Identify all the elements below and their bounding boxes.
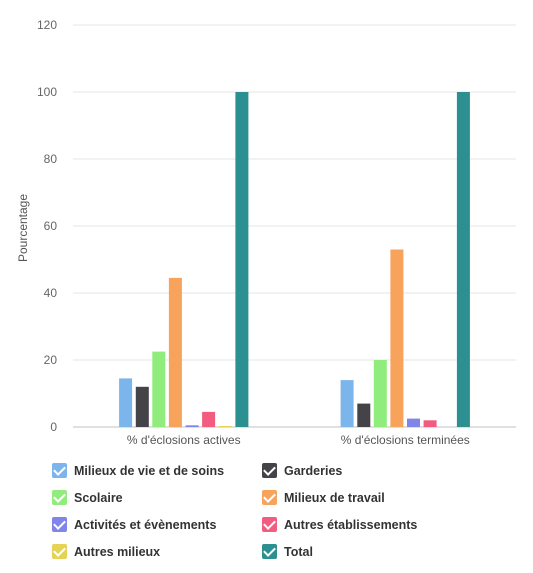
checkmark-icon[interactable] [52,463,67,478]
legend-label: Autres milieux [74,544,161,559]
legend-label: Milieux de travail [284,490,385,505]
y-axis-ticks: 0 20 40 60 80 100 120 [37,18,57,434]
y-axis-title: Pourcentage [16,194,30,262]
bar[interactable] [168,277,182,427]
legend-label: Activités et évènements [74,517,217,532]
bar[interactable] [456,92,470,427]
checkmark-icon[interactable] [262,490,277,505]
y-tick-label: 40 [44,286,58,300]
checkmark-icon[interactable] [52,544,67,559]
legend-item[interactable]: Total [262,543,472,560]
y-tick-label: 120 [37,18,57,32]
legend-item[interactable]: Garderies [262,462,472,479]
bar[interactable] [235,92,249,427]
legend-item[interactable]: Activités et évènements [52,516,262,533]
x-category-label: % d'éclosions actives [127,433,241,447]
y-tick-label: 80 [44,152,58,166]
bar[interactable] [185,425,199,427]
bar[interactable] [152,351,166,427]
y-tick-label: 60 [44,219,58,233]
bar[interactable] [202,411,216,427]
bar[interactable] [407,418,420,427]
legend-label: Garderies [284,463,343,478]
y-tick-label: 0 [50,420,57,434]
bar[interactable] [218,426,232,427]
legend-item[interactable]: Milieux de travail [262,489,472,506]
checkmark-icon[interactable] [52,490,67,505]
bars [119,92,470,427]
legend-label: Scolaire [74,490,123,505]
bar[interactable] [423,420,437,427]
checkmark-icon[interactable] [262,544,277,559]
checkmark-icon[interactable] [52,517,67,532]
legend-label: Total [284,544,313,559]
bar[interactable] [340,380,354,427]
checkmark-icon[interactable] [262,517,277,532]
legend-item[interactable]: Scolaire [52,489,262,506]
legend-label: Milieux de vie et de soins [74,463,225,478]
y-tick-label: 100 [37,85,57,99]
y-tick-label: 20 [44,353,58,367]
legend-item[interactable]: Autres établissements [262,516,472,533]
legend-label: Autres établissements [284,517,418,532]
checkmark-icon[interactable] [262,463,277,478]
bar[interactable] [390,249,404,428]
bar[interactable] [373,360,387,427]
gridlines [73,24,516,428]
x-axis-categories: % d'éclosions actives % d'éclosions termi… [127,433,470,447]
legend: Milieux de vie et de soins Garderies Scola… [52,462,492,560]
legend-item[interactable]: Milieux de vie et de soins [52,462,262,479]
bar[interactable] [357,403,371,427]
bar[interactable] [135,386,149,427]
legend-item[interactable]: Autres milieux [52,543,262,560]
x-category-label: % d'éclosions terminées [341,433,470,447]
bar[interactable] [119,378,133,427]
